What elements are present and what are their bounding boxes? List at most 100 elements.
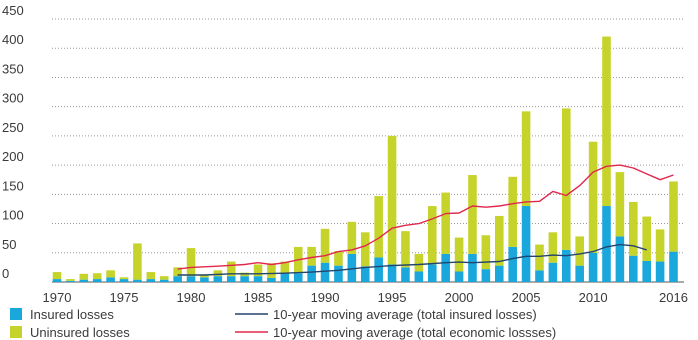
bar-uninsured-2014 xyxy=(642,216,651,261)
bar-insured-2010 xyxy=(588,252,598,282)
bar-insured-2009 xyxy=(575,265,584,282)
bar-uninsured-1986 xyxy=(267,263,276,278)
x-tick-label: 2005 xyxy=(512,290,541,305)
bar-insured-1976 xyxy=(133,279,142,282)
x-tick-label: 2000 xyxy=(445,290,474,305)
bar-uninsured-2007 xyxy=(548,232,558,263)
bar-insured-2005 xyxy=(521,206,531,282)
bar-insured-2007 xyxy=(548,262,558,282)
y-tick-label: 450 xyxy=(2,3,24,18)
bar-insured-1989 xyxy=(307,265,316,282)
bar-uninsured-2005 xyxy=(521,111,531,207)
bar-uninsured-1981 xyxy=(200,274,209,278)
bar-uninsured-1985 xyxy=(253,264,263,277)
y-axis-ticks: 0 50 100 150 200 250 300 350 400 450 xyxy=(2,3,24,281)
line-insured-moving-average xyxy=(177,243,647,276)
bar-uninsured-2004 xyxy=(508,176,517,247)
bar-insured-2014 xyxy=(642,260,651,282)
bar-insured-1980 xyxy=(186,276,196,282)
bar-uninsured-2015 xyxy=(655,229,665,262)
bar-uninsured-2011 xyxy=(602,36,611,207)
bar-uninsured-1989 xyxy=(307,246,316,266)
bar-insured-1994 xyxy=(374,257,383,282)
bar-insured-1979 xyxy=(173,276,182,282)
bar-insured-2016 xyxy=(669,251,678,282)
bar-insured-1987 xyxy=(280,273,290,282)
legend-label-insured-avg: 10-year moving average (total insured lo… xyxy=(273,307,537,322)
bar-insured-2015 xyxy=(655,261,665,282)
bar-insured-1972 xyxy=(79,279,89,282)
y-tick-label: 50 xyxy=(2,237,16,252)
bar-uninsured-1982 xyxy=(213,270,223,277)
legend-swatch-insured xyxy=(10,308,22,320)
bar-insured-1978 xyxy=(159,279,169,282)
bar-uninsured-1998 xyxy=(427,206,437,265)
legend-swatch-uninsured xyxy=(10,326,22,338)
x-tick-label: 1980 xyxy=(177,290,206,305)
bar-uninsured-2003 xyxy=(494,215,504,266)
bar-uninsured-1975 xyxy=(119,277,129,280)
bar-insured-1973 xyxy=(92,279,102,282)
bar-insured-1970 xyxy=(52,279,62,282)
legend: Insured losses Uninsured losses 10-year … xyxy=(10,307,556,340)
x-tick-label: 2010 xyxy=(579,290,608,305)
legend-label-insured: Insured losses xyxy=(30,307,114,322)
bar-uninsured-1992 xyxy=(347,221,357,254)
bar-uninsured-1999 xyxy=(441,192,450,254)
bar-uninsured-1983 xyxy=(226,261,236,277)
y-tick-label: 300 xyxy=(2,91,24,106)
bar-insured-1983 xyxy=(226,276,236,282)
bar-uninsured-1978 xyxy=(159,276,169,280)
bar-series xyxy=(52,36,678,282)
bar-insured-1977 xyxy=(146,279,156,282)
bar-insured-2004 xyxy=(508,246,517,282)
y-tick-label: 400 xyxy=(2,32,24,47)
bar-insured-2013 xyxy=(629,255,638,282)
bar-uninsured-1995 xyxy=(387,135,397,265)
bar-insured-1993 xyxy=(360,266,370,282)
bar-uninsured-2001 xyxy=(468,175,477,254)
bar-uninsured-1977 xyxy=(146,272,156,280)
bar-insured-2012 xyxy=(615,236,625,282)
bar-uninsured-1970 xyxy=(52,272,62,280)
bar-insured-1988 xyxy=(293,273,303,282)
x-tick-label: 1990 xyxy=(311,290,340,305)
bar-insured-1985 xyxy=(253,276,263,282)
bar-insured-1984 xyxy=(240,276,249,282)
x-tick-label: 1985 xyxy=(244,290,273,305)
x-tick-label: 1975 xyxy=(110,290,139,305)
bar-uninsured-2008 xyxy=(561,108,571,250)
bar-insured-1990 xyxy=(320,262,330,282)
bar-uninsured-1979 xyxy=(173,267,182,277)
bar-insured-1986 xyxy=(267,277,276,282)
bar-uninsured-2016 xyxy=(669,181,678,252)
bar-insured-2011 xyxy=(602,206,611,282)
bar-insured-1996 xyxy=(401,267,410,282)
y-tick-label: 150 xyxy=(2,178,24,193)
y-tick-label: 0 xyxy=(2,266,9,281)
bar-uninsured-2010 xyxy=(588,141,598,253)
y-tick-label: 250 xyxy=(2,120,24,135)
bar-uninsured-1991 xyxy=(334,251,343,266)
bar-insured-1997 xyxy=(414,271,424,282)
bar-insured-1971 xyxy=(66,280,75,282)
bar-insured-2002 xyxy=(481,269,491,282)
x-axis-ticks: 1970 1975 1980 1985 1990 1995 2000 2005 2010 2016 xyxy=(43,290,688,305)
bar-uninsured-1997 xyxy=(414,253,424,272)
bar-insured-1981 xyxy=(200,277,209,282)
y-tick-label: 350 xyxy=(2,61,24,76)
bar-uninsured-1971 xyxy=(66,279,75,281)
bar-insured-1982 xyxy=(213,276,223,282)
bar-uninsured-1980 xyxy=(186,248,196,277)
line-economic-moving-average xyxy=(177,164,674,270)
bar-insured-1991 xyxy=(334,265,343,282)
bar-uninsured-2012 xyxy=(615,172,625,237)
y-tick-label: 100 xyxy=(2,208,24,223)
bar-insured-2000 xyxy=(454,271,464,282)
y-tick-label: 200 xyxy=(2,149,24,164)
bar-insured-2003 xyxy=(494,265,504,282)
bar-uninsured-1990 xyxy=(320,228,330,263)
bar-uninsured-1972 xyxy=(79,273,89,280)
